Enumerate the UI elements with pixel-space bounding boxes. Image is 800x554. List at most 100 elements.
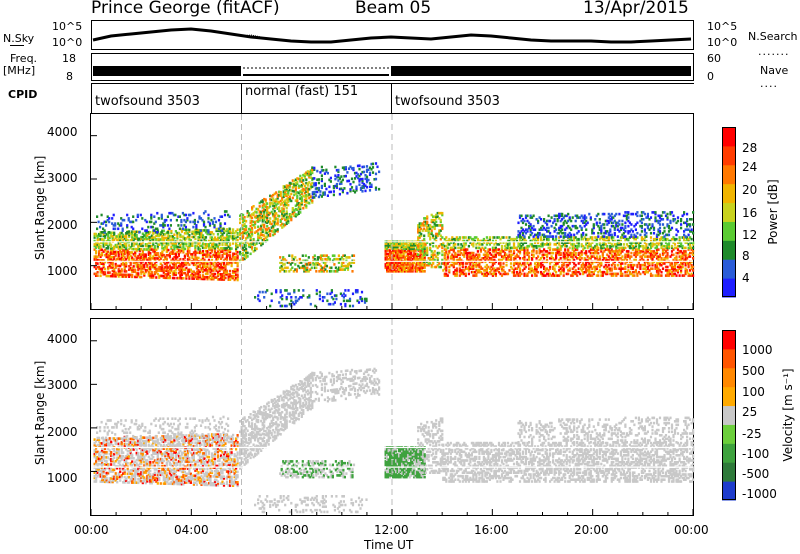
power-cell [628, 255, 631, 258]
power-cell [417, 253, 420, 257]
power-cell [618, 246, 621, 250]
power-cell [182, 264, 185, 268]
power-cell [232, 228, 235, 231]
power-cell [430, 241, 433, 244]
power-cell [673, 237, 677, 241]
power-cell [110, 257, 113, 261]
power-cell [178, 215, 181, 218]
power-cell [197, 248, 200, 251]
power-cell [461, 253, 464, 257]
power-cell [313, 182, 316, 185]
power-cell [547, 269, 550, 272]
power-cell [213, 252, 217, 255]
power-cell [114, 245, 117, 249]
power-cell [313, 168, 316, 171]
power-cell [294, 183, 297, 187]
power-cell [401, 264, 404, 268]
power-cell [102, 227, 105, 231]
power-cell [111, 235, 114, 238]
power-cell [209, 239, 212, 243]
power-cell [606, 265, 609, 269]
power-cell [669, 263, 672, 267]
power-cell [228, 227, 231, 231]
power-cell [464, 272, 467, 276]
power-cell [276, 217, 279, 221]
power-cell [438, 229, 441, 232]
power-cell [212, 253, 215, 257]
power-cell [210, 250, 214, 253]
power-cell [556, 241, 559, 244]
power-cell [401, 244, 404, 247]
power-cell [104, 267, 107, 271]
power-cell [128, 252, 131, 256]
power-cell [132, 220, 135, 224]
power-cell [230, 259, 233, 262]
power-cell [206, 244, 209, 248]
power-cell [553, 263, 556, 267]
power-cell [676, 244, 680, 248]
power-cell [193, 218, 196, 222]
power-cell [646, 265, 649, 269]
power-cell [219, 266, 223, 269]
power-cell [358, 164, 361, 167]
power-cell [207, 246, 211, 250]
power-cell [158, 255, 161, 259]
power-cell [261, 216, 264, 220]
power-cell [410, 250, 413, 254]
power-cell [284, 189, 287, 192]
power-cell [98, 234, 101, 238]
power-cell [177, 242, 180, 245]
power-cell [637, 248, 640, 251]
power-cell [387, 257, 390, 261]
power-cell [263, 234, 266, 237]
power-cell [123, 235, 126, 238]
power-cell [272, 225, 275, 228]
power-cell [523, 267, 526, 270]
power-cell [387, 252, 390, 256]
power-cell [170, 259, 173, 262]
power-cell [192, 220, 195, 224]
power-cell [457, 243, 460, 246]
power-cell [681, 253, 684, 257]
power-cell [104, 243, 107, 247]
power-cell [191, 235, 194, 239]
power-cell [111, 273, 114, 276]
power-cell [564, 255, 567, 258]
power-cell [564, 253, 567, 257]
power-cell [147, 258, 150, 262]
power-cell [472, 251, 475, 255]
power-cell [235, 276, 238, 280]
power-cell [341, 178, 344, 182]
power-cell [119, 257, 122, 261]
power-cell [600, 262, 603, 265]
power-cell [332, 185, 335, 188]
power-cell [314, 187, 317, 190]
power-cell [305, 194, 308, 197]
power-cell [204, 276, 208, 279]
power-cell [438, 231, 441, 234]
power-cell [132, 247, 135, 251]
power-cell [404, 268, 407, 271]
power-cell [624, 237, 627, 241]
power-cell [198, 270, 202, 274]
power-cell [681, 262, 684, 265]
power-cell [95, 232, 98, 236]
power-cell [309, 263, 312, 266]
power-cell [204, 230, 208, 234]
power-cell [201, 256, 205, 260]
power-cell [574, 236, 577, 239]
power-cell [230, 275, 233, 278]
power-cell [591, 270, 594, 274]
power-cell [454, 272, 457, 276]
power-cell [311, 177, 314, 180]
power-cell [176, 266, 179, 269]
power-cell [137, 273, 140, 277]
power-cell [146, 244, 149, 248]
power-cell [521, 246, 525, 250]
power-cell [266, 205, 269, 209]
power-cell [562, 274, 565, 277]
power-cell [294, 185, 297, 188]
power-cell [99, 267, 102, 271]
power-cell [349, 188, 352, 191]
power-cell [622, 248, 625, 251]
